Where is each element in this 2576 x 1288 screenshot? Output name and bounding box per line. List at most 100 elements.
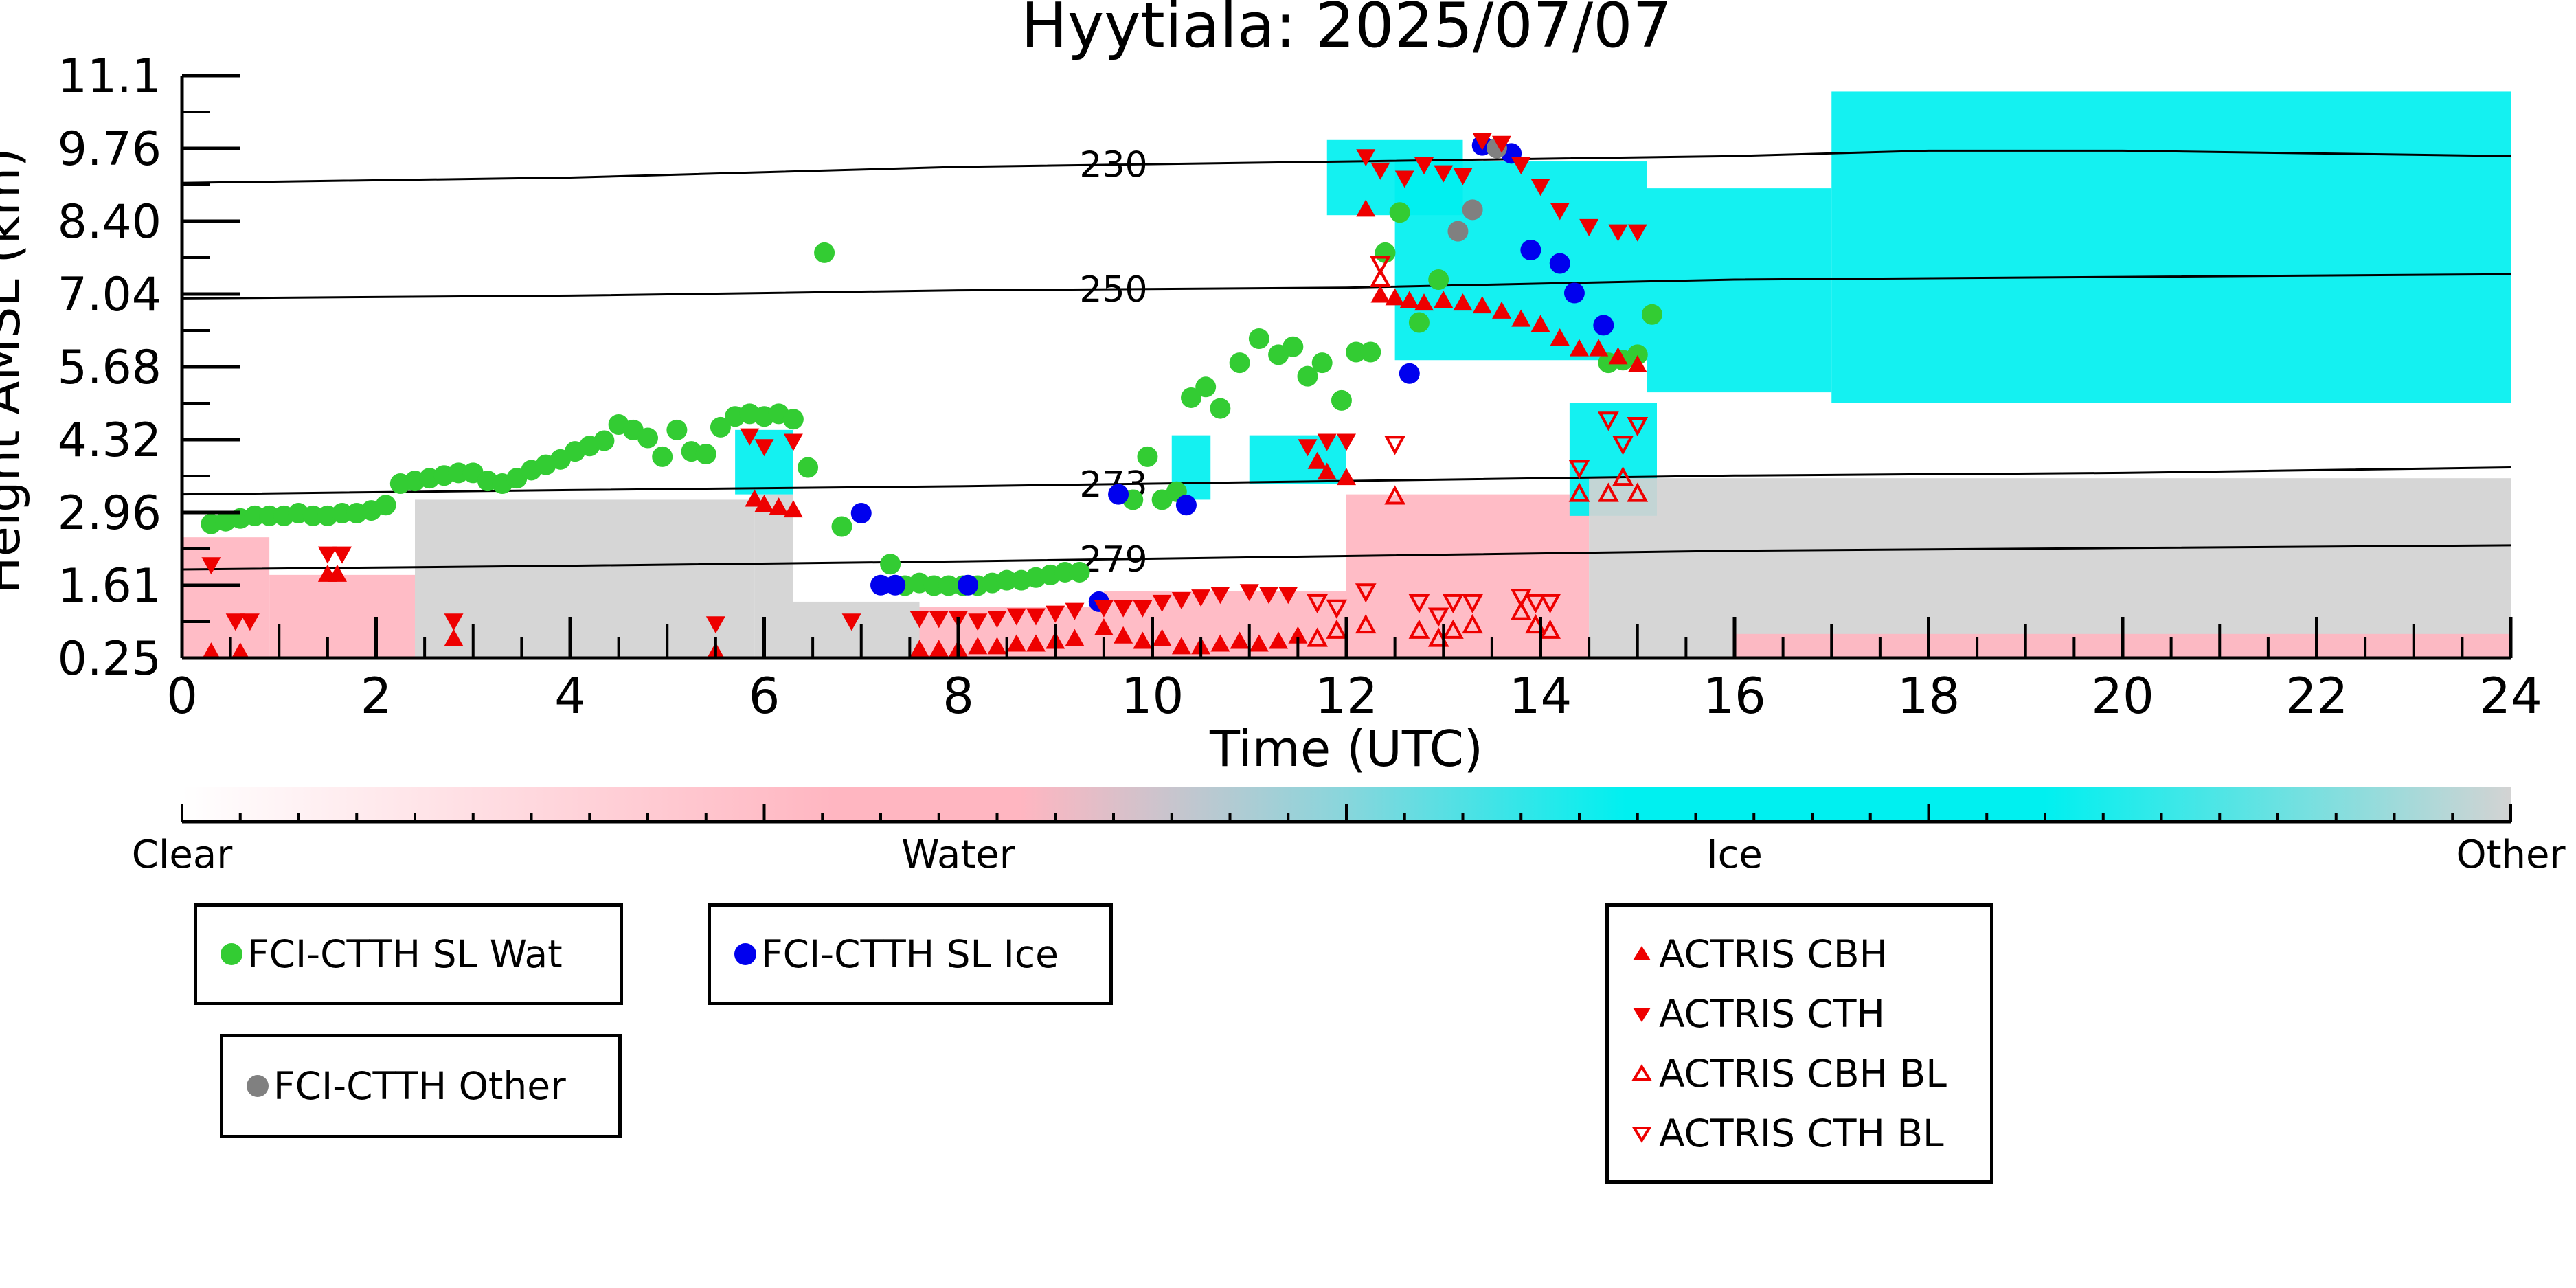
actris-cbh-bl-point: [1326, 619, 1348, 639]
actris-cth-point: [1026, 608, 1046, 626]
fci-ctth-sl-wat-point: [798, 457, 819, 478]
actris-cth-bl-point: [1612, 436, 1634, 455]
fci-ctth-sl-wat-point: [302, 505, 324, 526]
fci-ctth-sl-wat-point: [1248, 328, 1269, 349]
fci-ctth-sl-wat-point: [695, 444, 716, 465]
legend-fci-water: FCI-CTTH SL Wat: [194, 903, 623, 1005]
filled-triangle-down-icon: [1633, 1008, 1651, 1022]
y-tick-label: 11.1: [58, 49, 161, 104]
actris-cbh-point: [1171, 637, 1191, 655]
fci-ctth-sl-ice-point: [885, 574, 906, 596]
actris-cth-point: [929, 611, 949, 629]
x-tick-label: 8: [942, 667, 974, 725]
actris-cth-point: [1317, 433, 1337, 451]
colorbar: Clear Water Ice Other: [132, 787, 2566, 877]
actris-cth-point: [1152, 594, 1172, 612]
fci-ctth-sl-wat-point: [1408, 312, 1430, 333]
fci-ctth-sl-wat-point: [1069, 561, 1090, 583]
fci-ctth-sl-wat-point: [710, 416, 731, 438]
actris-cbh-point: [201, 642, 221, 660]
actris-cbh-point: [1511, 309, 1531, 327]
actris-cbh-bl-point: [1612, 466, 1634, 486]
actris-cth-point: [841, 613, 861, 631]
actris-cth-point: [1114, 600, 1133, 618]
gray-circle-icon: [247, 1075, 269, 1097]
fci-ctth-sl-ice-point: [958, 574, 979, 596]
legend-label-actris-cth-bl: ACTRIS CTH BL: [1659, 1111, 1944, 1155]
actris-cbh-point: [1133, 631, 1153, 649]
actris-cbh-point: [1550, 328, 1570, 346]
actris-cth-point: [705, 616, 725, 634]
actris-cth-point: [1414, 157, 1434, 174]
actris-cth-point: [1065, 602, 1085, 620]
fci-ctth-sl-ice-point: [1549, 253, 1570, 274]
actris-cbh-point: [783, 500, 803, 518]
actris-cbh-point: [1399, 291, 1419, 308]
fci-ctth-sl-ice-point: [1593, 315, 1614, 336]
actris-cth-point: [1006, 608, 1026, 626]
actris-cbh-point: [1210, 634, 1230, 652]
actris-cbh-bl-point: [1627, 482, 1649, 502]
fci-ctth-sl-wat-point: [652, 446, 673, 467]
y-tick-label: 0.25: [58, 632, 161, 686]
actris-cbh-point: [1530, 315, 1550, 332]
actris-cbh-point: [1337, 468, 1356, 486]
legend-fci-ice: FCI-CTTH SL Ice: [708, 903, 1113, 1005]
x-tick-label: 22: [2285, 667, 2349, 725]
y-tick-label: 5.68: [58, 341, 161, 395]
blue-circle-icon: [734, 943, 756, 965]
actris-cth-point: [1191, 589, 1211, 607]
actris-cbh-point: [1065, 629, 1085, 646]
actris-cth-point: [1278, 587, 1298, 605]
actris-cth-point: [1530, 179, 1550, 196]
fci-ctth-sl-wat-point: [448, 462, 469, 484]
actris-cbh-point: [754, 495, 774, 512]
open-triangle-up-icon: [1631, 1064, 1652, 1081]
fci-ctth-sl-wat-point: [1360, 341, 1381, 363]
fci-ctth-sl-wat-point: [1627, 344, 1648, 365]
actris-cbh-bl-point: [1443, 619, 1464, 639]
actris-cth-bl-point: [1627, 417, 1649, 437]
actris-cbh-bl-point: [1510, 600, 1532, 620]
actris-cth-bl-point: [1443, 594, 1464, 614]
actris-cbh-bl-point: [1568, 482, 1590, 502]
cloud-region-other: [754, 494, 793, 658]
actris-cbh-bl-point: [1307, 627, 1328, 647]
actris-cth-point: [317, 546, 337, 564]
fci-ctth-other-point: [1447, 221, 1469, 242]
actris-cbh-point: [230, 642, 250, 660]
legend-label-fci-ice: FCI-CTTH SL Ice: [761, 932, 1059, 976]
actris-cbh-point: [1249, 634, 1269, 652]
actris-cth-bl-point: [1408, 594, 1430, 614]
actris-cbh-point: [1453, 293, 1473, 311]
actris-cth-point: [1434, 165, 1454, 183]
colorbar-label-clear: Clear: [132, 833, 233, 877]
fci-ctth-sl-ice-point: [850, 502, 872, 523]
actris-cth-point: [909, 611, 929, 629]
actris-cbh-point: [968, 637, 988, 655]
fci-ctth-sl-wat-point: [594, 430, 615, 451]
fci-ctth-sl-wat-point: [1389, 202, 1410, 223]
colorbar-label-water: Water: [901, 833, 1016, 877]
fci-ctth-sl-wat-point: [1311, 352, 1333, 374]
actris-cbh-point: [1492, 301, 1511, 319]
legend-label-fci-wat: FCI-CTTH SL Wat: [247, 932, 563, 976]
actris-cbh-bl-point: [1370, 267, 1391, 287]
actris-cth-point: [968, 613, 988, 631]
x-tick-label: 6: [749, 667, 780, 725]
fci-ctth-sl-wat-point: [923, 575, 945, 596]
actris-cth-bl-point: [1384, 436, 1405, 455]
isotherm-label-279: 279: [1079, 539, 1147, 580]
actris-cbh-point: [987, 637, 1007, 655]
open-triangle-down-icon: [1631, 1127, 1652, 1143]
fci-ctth-sl-wat-point: [666, 419, 688, 440]
cloud-region-ice: [1831, 91, 2511, 403]
actris-cth-bl-point: [1370, 256, 1391, 275]
x-tick-label: 0: [166, 667, 198, 725]
fci-ctth-sl-wat-point: [1195, 376, 1217, 398]
actris-cbh-point: [1269, 631, 1289, 649]
x-tick-label: 18: [1897, 667, 1961, 725]
actris-cth-point: [1550, 203, 1570, 221]
actris-cbh-point: [1570, 339, 1589, 357]
fci-ctth-sl-wat-point: [1331, 389, 1352, 411]
